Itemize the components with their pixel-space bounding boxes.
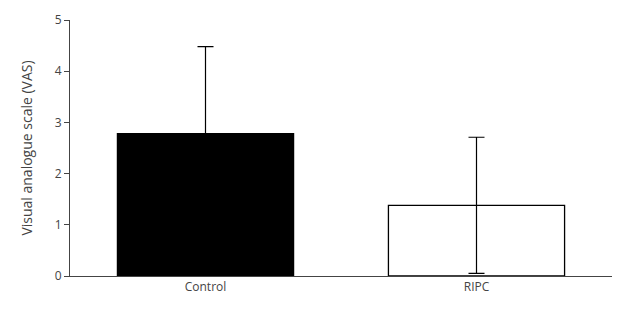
svg-text:RIPC: RIPC <box>464 278 490 295</box>
svg-text:4: 4 <box>55 62 62 79</box>
svg-text:2: 2 <box>55 165 62 182</box>
svg-text:Control: Control <box>185 278 227 295</box>
svg-text:3: 3 <box>55 114 62 131</box>
svg-text:1: 1 <box>55 216 62 233</box>
svg-text:0: 0 <box>55 267 62 284</box>
svg-text:5: 5 <box>55 11 62 28</box>
svg-text:Visual analogue scale (VAS): Visual analogue scale (VAS) <box>17 60 36 235</box>
